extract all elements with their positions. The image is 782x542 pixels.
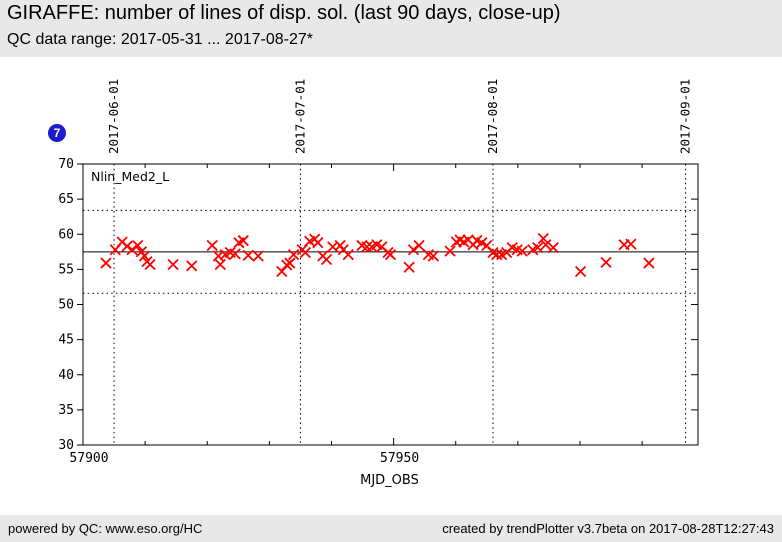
header-bar: GIRAFFE: number of lines of disp. sol. (… [0, 0, 782, 57]
data-point [320, 253, 333, 266]
y-tick-label: 30 [58, 438, 74, 453]
date-label: 2017-06-01 [106, 79, 121, 154]
data-point [574, 265, 587, 278]
data-point [132, 239, 144, 252]
footer-bar: powered by QC: www.eso.org/HC created by… [0, 515, 782, 542]
data-point [121, 240, 133, 252]
data-point [413, 239, 425, 252]
x-axis-title: MJD_OBS [360, 473, 419, 488]
data-point [287, 248, 300, 261]
data-point [600, 256, 612, 268]
qc-data-range: QC data range: 2017-05-31 ... 2017-08-27… [7, 31, 313, 48]
y-tick-label: 60 [58, 227, 74, 242]
data-point [342, 248, 354, 261]
date-label: 2017-07-01 [292, 79, 307, 154]
data-point [312, 237, 324, 249]
plot-index-badge[interactable]: 7 [48, 124, 66, 142]
y-tick-label: 40 [58, 368, 74, 383]
data-point [532, 241, 544, 254]
x-tick-label: 57950 [380, 451, 419, 466]
y-tick-label: 45 [58, 333, 74, 348]
data-point [242, 249, 254, 261]
data-point [100, 257, 112, 269]
data-point [537, 232, 549, 245]
data-point [206, 239, 218, 252]
x-tick-label: 57900 [69, 451, 108, 466]
data-point [444, 245, 456, 257]
data-point [126, 244, 138, 256]
data-point [407, 244, 420, 256]
date-label: 2017-09-01 [678, 79, 693, 154]
data-point [252, 250, 264, 262]
y-tick-label: 55 [58, 262, 74, 277]
data-point [403, 261, 415, 273]
plot-border [82, 163, 699, 446]
y-tick-label: 65 [58, 192, 74, 207]
legend-label: Nlin_Med2_L [91, 169, 169, 184]
data-point [516, 245, 528, 257]
data-point [167, 258, 179, 271]
data-point [214, 258, 226, 271]
date-label: 2017-08-01 [485, 79, 500, 154]
data-point [491, 248, 503, 261]
data-point [384, 248, 397, 261]
y-tick-label: 50 [58, 298, 74, 313]
data-point [186, 260, 198, 272]
footer-created-by: created by trendPlotter v3.7beta on 2017… [442, 521, 774, 536]
data-point [138, 250, 151, 262]
y-tick-label: 70 [58, 157, 74, 172]
data-point [299, 246, 312, 259]
data-point [284, 257, 296, 269]
data-point [625, 238, 637, 250]
data-point [547, 241, 559, 254]
page-title: GIRAFFE: number of lines of disp. sol. (… [7, 2, 561, 24]
data-point [229, 248, 241, 260]
data-point [540, 239, 552, 251]
data-point [237, 234, 249, 247]
data-point [361, 241, 373, 253]
data-point [643, 257, 655, 269]
y-tick-label: 35 [58, 403, 74, 418]
footer-powered-by: powered by QC: www.eso.org/HC [8, 521, 203, 536]
data-point [427, 250, 440, 262]
data-point [144, 258, 156, 271]
scatter-chart: 2017-06-01 2017-07-01 2017-08-01 2017-09-01… [58, 79, 699, 488]
